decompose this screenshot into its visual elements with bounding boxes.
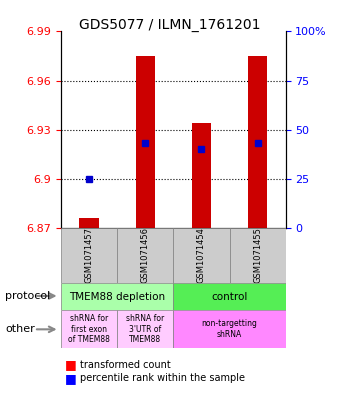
Text: non-targetting
shRNA: non-targetting shRNA: [202, 320, 257, 339]
Text: ■: ■: [65, 358, 76, 371]
Text: GSM1071454: GSM1071454: [197, 228, 206, 283]
Text: other: other: [5, 324, 35, 334]
Bar: [61, 310, 117, 348]
Bar: [117, 310, 173, 348]
Text: shRNA for
first exon
of TMEM88: shRNA for first exon of TMEM88: [68, 314, 110, 344]
Bar: [173, 283, 286, 310]
Text: TMEM88 depletion: TMEM88 depletion: [69, 292, 165, 302]
Text: protocol: protocol: [5, 291, 50, 301]
Text: GDS5077 / ILMN_1761201: GDS5077 / ILMN_1761201: [79, 18, 261, 32]
Text: transformed count: transformed count: [80, 360, 171, 370]
Text: shRNA for
3'UTR of
TMEM88: shRNA for 3'UTR of TMEM88: [126, 314, 165, 344]
Text: percentile rank within the sample: percentile rank within the sample: [80, 373, 245, 383]
Bar: [136, 56, 155, 228]
Text: GSM1071455: GSM1071455: [253, 228, 262, 283]
Text: ■: ■: [65, 371, 76, 385]
Bar: [61, 228, 117, 283]
Text: GSM1071457: GSM1071457: [85, 228, 94, 283]
Bar: [173, 310, 286, 348]
Text: GSM1071456: GSM1071456: [141, 228, 150, 283]
Bar: [61, 283, 173, 310]
Text: control: control: [211, 292, 248, 302]
Bar: [117, 228, 173, 283]
Bar: [248, 56, 267, 228]
Bar: [173, 228, 230, 283]
Bar: [230, 228, 286, 283]
Bar: [80, 218, 99, 228]
Bar: [192, 123, 211, 228]
